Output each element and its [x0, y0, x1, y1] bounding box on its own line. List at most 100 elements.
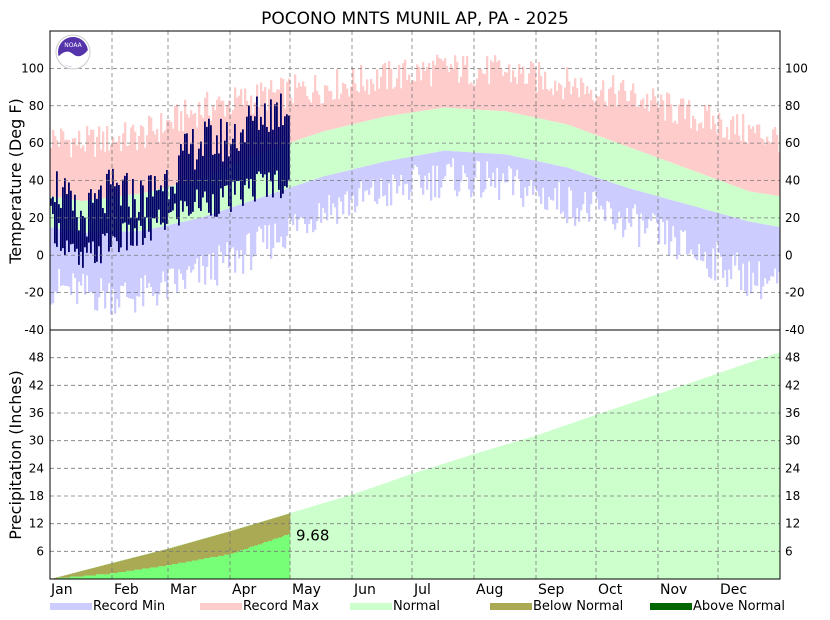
- record-min-bar: [576, 170, 579, 209]
- record-min-bar: [472, 152, 475, 193]
- precip-below-normal-bar: [164, 549, 167, 567]
- temperature-tick-left: 100: [21, 61, 44, 75]
- record-max-bar: [562, 99, 565, 124]
- normal-range-bar: [324, 131, 327, 177]
- normal-range-bar: [718, 180, 721, 214]
- observed-day-bar: [64, 178, 66, 256]
- record-min-bar: [384, 161, 387, 196]
- record-max-bar: [518, 64, 521, 115]
- precip-observed-bar: [96, 574, 99, 579]
- record-max-bar: [476, 78, 479, 110]
- record-min-bar: [240, 204, 243, 251]
- record-max-bar: [68, 140, 71, 200]
- normal-range-bar: [298, 139, 301, 185]
- record-max-bar: [564, 87, 567, 125]
- record-min-bar: [274, 192, 277, 224]
- precip-below-normal-bar: [242, 527, 245, 551]
- record-min-bar: [80, 232, 83, 286]
- record-min-bar: [574, 170, 577, 226]
- record-max-bar: [728, 139, 731, 184]
- record-max-bar: [244, 88, 247, 160]
- normal-range-bar: [580, 129, 583, 173]
- precip-below-normal-bar: [160, 550, 163, 567]
- record-min-bar: [706, 209, 709, 269]
- precip-below-normal-bar: [58, 576, 61, 578]
- record-max-bar: [58, 146, 61, 198]
- observed-day-bar: [242, 129, 244, 206]
- precip-below-normal-bar: [222, 533, 225, 556]
- record-min-bar: [386, 161, 389, 207]
- normal-range-bar: [726, 183, 729, 216]
- precip-observed-bar: [138, 569, 141, 579]
- record-max-bar: [304, 86, 307, 138]
- normal-range-bar: [458, 108, 461, 152]
- normal-range-bar: [518, 114, 521, 158]
- record-max-bar: [524, 83, 527, 116]
- observed-day-bar: [54, 202, 56, 244]
- observed-day-bar: [138, 211, 140, 221]
- normal-range-bar: [414, 112, 417, 156]
- observed-day-bar: [250, 115, 252, 180]
- record-min-bar: [666, 198, 669, 221]
- record-max-bar: [474, 85, 477, 110]
- record-max-bar: [556, 90, 559, 123]
- normal-range-bar: [594, 134, 597, 177]
- record-min-bar: [640, 191, 643, 214]
- record-max-bar: [100, 149, 103, 199]
- record-max-bar: [742, 113, 745, 190]
- record-min-bar: [676, 201, 679, 260]
- record-min-bar: [672, 200, 675, 227]
- normal-range-bar: [552, 121, 555, 165]
- precip-below-normal-bar: [204, 538, 207, 559]
- record-min-bar: [156, 227, 159, 306]
- record-max-bar: [296, 87, 299, 141]
- normal-range-bar: [502, 111, 505, 155]
- normal-range-bar: [374, 118, 377, 164]
- observed-day-bar: [182, 150, 184, 212]
- month-axis: Jan Feb Mar Apr May Jun Jul Aug Sep Oct Nov Dec: [50, 582, 747, 598]
- precip-observed-bar: [202, 559, 205, 579]
- record-max-bar: [384, 62, 387, 117]
- normal-range-bar: [136, 194, 139, 232]
- record-min-bar: [252, 200, 255, 257]
- observed-day-bar: [206, 126, 208, 203]
- record-max-bar: [138, 135, 141, 194]
- observed-day-bar: [90, 189, 92, 254]
- observed-day-bar: [162, 191, 164, 223]
- record-min-bar: [118, 231, 121, 308]
- record-min-bar: [704, 209, 707, 252]
- legend-swatch: [490, 603, 532, 610]
- record-min-bar: [98, 232, 101, 298]
- normal-range-bar: [482, 109, 485, 153]
- observed-day-bar: [278, 126, 280, 190]
- record-min-bar: [244, 202, 247, 255]
- observed-day-bar: [190, 144, 192, 214]
- normal-range-bar: [352, 124, 355, 170]
- precip-observed-bar: [102, 574, 105, 579]
- observed-day-bar: [288, 115, 290, 180]
- normal-range-bar: [584, 131, 587, 174]
- record-max-bar: [738, 135, 741, 188]
- precip-below-normal-bar: [236, 529, 239, 553]
- record-min-bar: [202, 216, 205, 266]
- normal-range-bar: [340, 127, 343, 173]
- record-min-bar: [748, 221, 751, 262]
- observed-day-bar: [258, 129, 260, 172]
- normal-range-bar: [744, 189, 747, 221]
- normal-range-bar: [354, 123, 357, 169]
- observed-day-bar: [128, 206, 130, 225]
- record-min-bar: [562, 166, 565, 212]
- precip-observed-bar: [134, 569, 137, 579]
- precip-observed-bar: [230, 553, 233, 579]
- precip-below-normal-bar: [232, 530, 235, 554]
- normal-range-bar: [586, 131, 589, 175]
- record-min-bar: [326, 175, 329, 221]
- observed-day-bar: [106, 173, 108, 234]
- observed-day-bar: [226, 122, 228, 186]
- record-min-bar: [526, 158, 529, 196]
- precip-observed-bar: [186, 561, 189, 579]
- record-min-bar: [374, 163, 377, 202]
- normal-range-bar: [550, 121, 553, 164]
- precipitation-panel-frame: [49, 329, 781, 580]
- record-max-bar: [158, 141, 161, 190]
